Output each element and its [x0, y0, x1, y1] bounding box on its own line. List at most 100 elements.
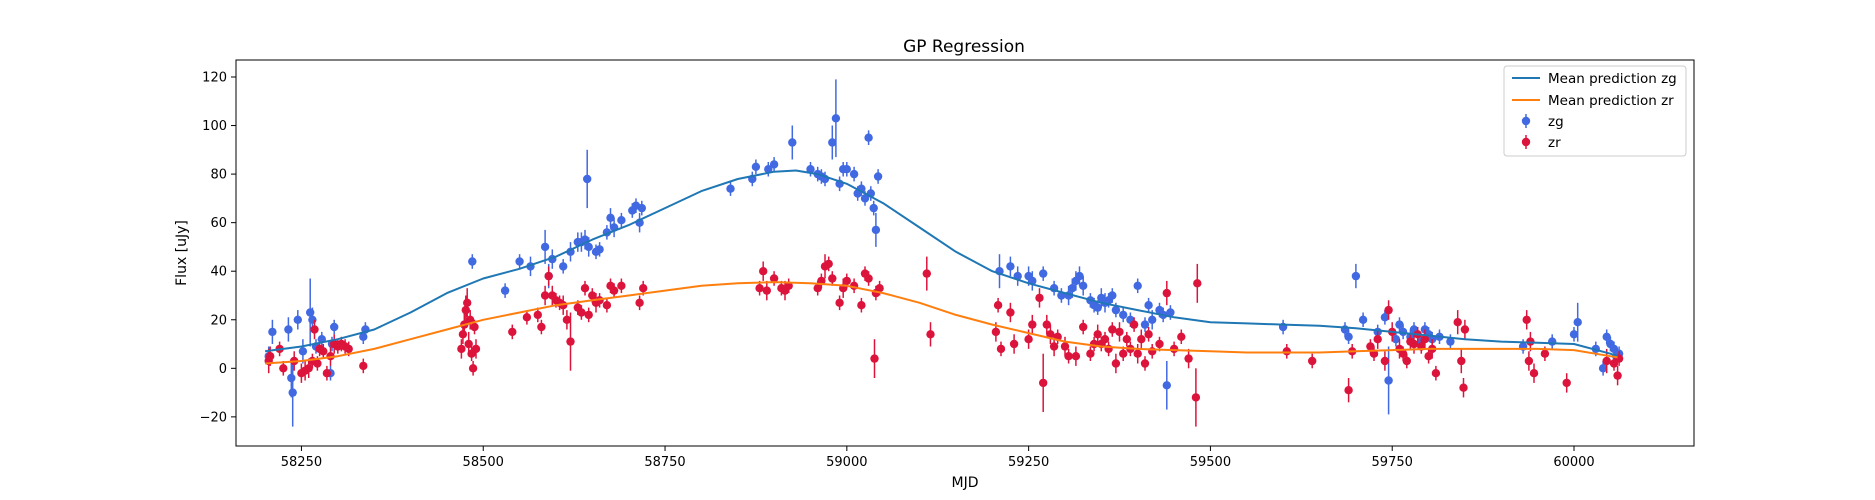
point-zr-67	[824, 259, 833, 269]
point-zr-58	[759, 267, 768, 276]
point-zr-75	[864, 274, 873, 283]
point-zg-117	[1573, 318, 1582, 327]
point-zr-30	[470, 322, 479, 332]
point-zr-144	[1453, 318, 1462, 327]
point-zg-75	[1075, 271, 1084, 281]
point-zg-45	[788, 138, 797, 147]
point-zg-13	[330, 322, 339, 332]
point-zr-34	[533, 310, 542, 320]
point-zr-156	[1613, 371, 1622, 380]
point-zr-63	[784, 281, 793, 290]
x-tick-label: 58500	[463, 455, 504, 470]
point-zr-46	[580, 284, 590, 293]
point-zr-71	[842, 276, 851, 286]
point-zr-153	[1562, 378, 1571, 388]
mean-line-0	[264, 169, 1618, 358]
point-zr-100	[1093, 330, 1102, 339]
point-zg-35	[617, 216, 626, 225]
point-zr-33	[522, 313, 532, 322]
y-tick-label: 100	[202, 119, 227, 134]
point-zr-64	[813, 284, 822, 293]
axes-frame	[235, 59, 1695, 447]
point-zr-125	[1344, 386, 1353, 395]
y-tick-label: 120	[202, 70, 227, 85]
legend: Mean prediction zg Mean prediction zr zg…	[1503, 65, 1687, 157]
legend-label-zr-line: Mean prediction zr	[1548, 93, 1674, 109]
point-zr-135	[1402, 356, 1412, 366]
point-zr-94	[1060, 342, 1070, 351]
point-zg-55	[849, 169, 859, 179]
point-zg-102	[1384, 376, 1393, 385]
point-zr-112	[1137, 335, 1146, 344]
point-zg-116	[1569, 330, 1579, 339]
point-zr-105	[1111, 359, 1121, 368]
point-zg-88	[1140, 320, 1150, 329]
point-zr-36	[540, 291, 550, 300]
axis-ticks: 58250 58500 58750 59000 59250 59500 59750 60000…	[200, 70, 1595, 470]
point-zr-130	[1380, 356, 1390, 366]
plot-area	[264, 79, 1624, 427]
point-zr-143	[1431, 369, 1441, 378]
point-zr-91	[1046, 330, 1055, 339]
point-zg-23	[559, 262, 568, 271]
y-tick-label: −20	[200, 410, 227, 425]
y-tick-label: 60	[210, 216, 227, 231]
point-zg-93	[1162, 381, 1172, 390]
point-zr-47	[584, 310, 593, 320]
point-zr-137	[1409, 339, 1419, 349]
point-zg-115	[1548, 337, 1557, 346]
point-zg-46	[806, 165, 815, 174]
point-zr-68	[828, 274, 837, 283]
point-zg-98	[1351, 271, 1361, 281]
point-zg-16	[468, 257, 477, 266]
legend-label-zg-points: zg	[1548, 114, 1564, 130]
point-zr-54	[617, 281, 626, 290]
point-zr-82	[993, 301, 1003, 310]
point-zr-117	[1162, 288, 1172, 298]
point-zr-90	[1042, 320, 1052, 329]
point-zr-9	[310, 325, 319, 334]
point-zg-28	[583, 174, 592, 184]
point-zr-141	[1424, 352, 1433, 361]
point-zg-83	[1108, 291, 1117, 300]
point-zr-76	[870, 354, 879, 363]
point-zr-29	[468, 364, 478, 373]
point-zg-62	[871, 225, 881, 235]
point-zg-63	[873, 172, 883, 181]
point-zg-61	[869, 203, 878, 213]
point-zr-110	[1129, 320, 1139, 329]
legend-label-zr-points: zr	[1548, 135, 1561, 151]
point-zr-124	[1308, 356, 1317, 366]
point-zg-85	[1119, 310, 1128, 320]
point-zr-56	[639, 284, 648, 293]
point-zr-134	[1398, 349, 1408, 358]
point-zr-86	[1024, 335, 1033, 344]
point-zr-122	[1193, 279, 1202, 288]
point-zg-43	[764, 165, 773, 174]
point-zg-79	[1093, 303, 1102, 312]
legend-label-zg-line: Mean prediction zg	[1548, 71, 1677, 87]
point-zg-73	[1068, 284, 1077, 293]
point-zr-60	[769, 274, 779, 283]
point-zr-37	[544, 271, 553, 281]
point-zr-104	[1108, 325, 1117, 334]
point-zg-94	[1166, 308, 1175, 317]
point-zg-69	[1039, 269, 1048, 278]
point-zr-24	[461, 305, 470, 315]
point-zr-48	[588, 291, 597, 300]
point-zg-3	[287, 373, 296, 383]
x-tick-label: 59750	[1372, 455, 1413, 470]
point-zg-1	[268, 327, 277, 337]
point-zr-87	[1028, 320, 1037, 329]
point-zr-152	[1540, 349, 1550, 358]
point-zr-57	[755, 284, 764, 293]
legend-box	[1503, 65, 1687, 157]
point-zr-114	[1144, 330, 1153, 339]
point-zr-3	[279, 364, 288, 373]
point-zg-2	[284, 325, 293, 334]
point-zg-58	[860, 194, 870, 203]
point-zr-12	[319, 347, 328, 356]
legend-swatch-zg-points	[1521, 114, 1531, 128]
point-zr-51	[602, 301, 612, 310]
point-zr-10	[313, 359, 322, 368]
